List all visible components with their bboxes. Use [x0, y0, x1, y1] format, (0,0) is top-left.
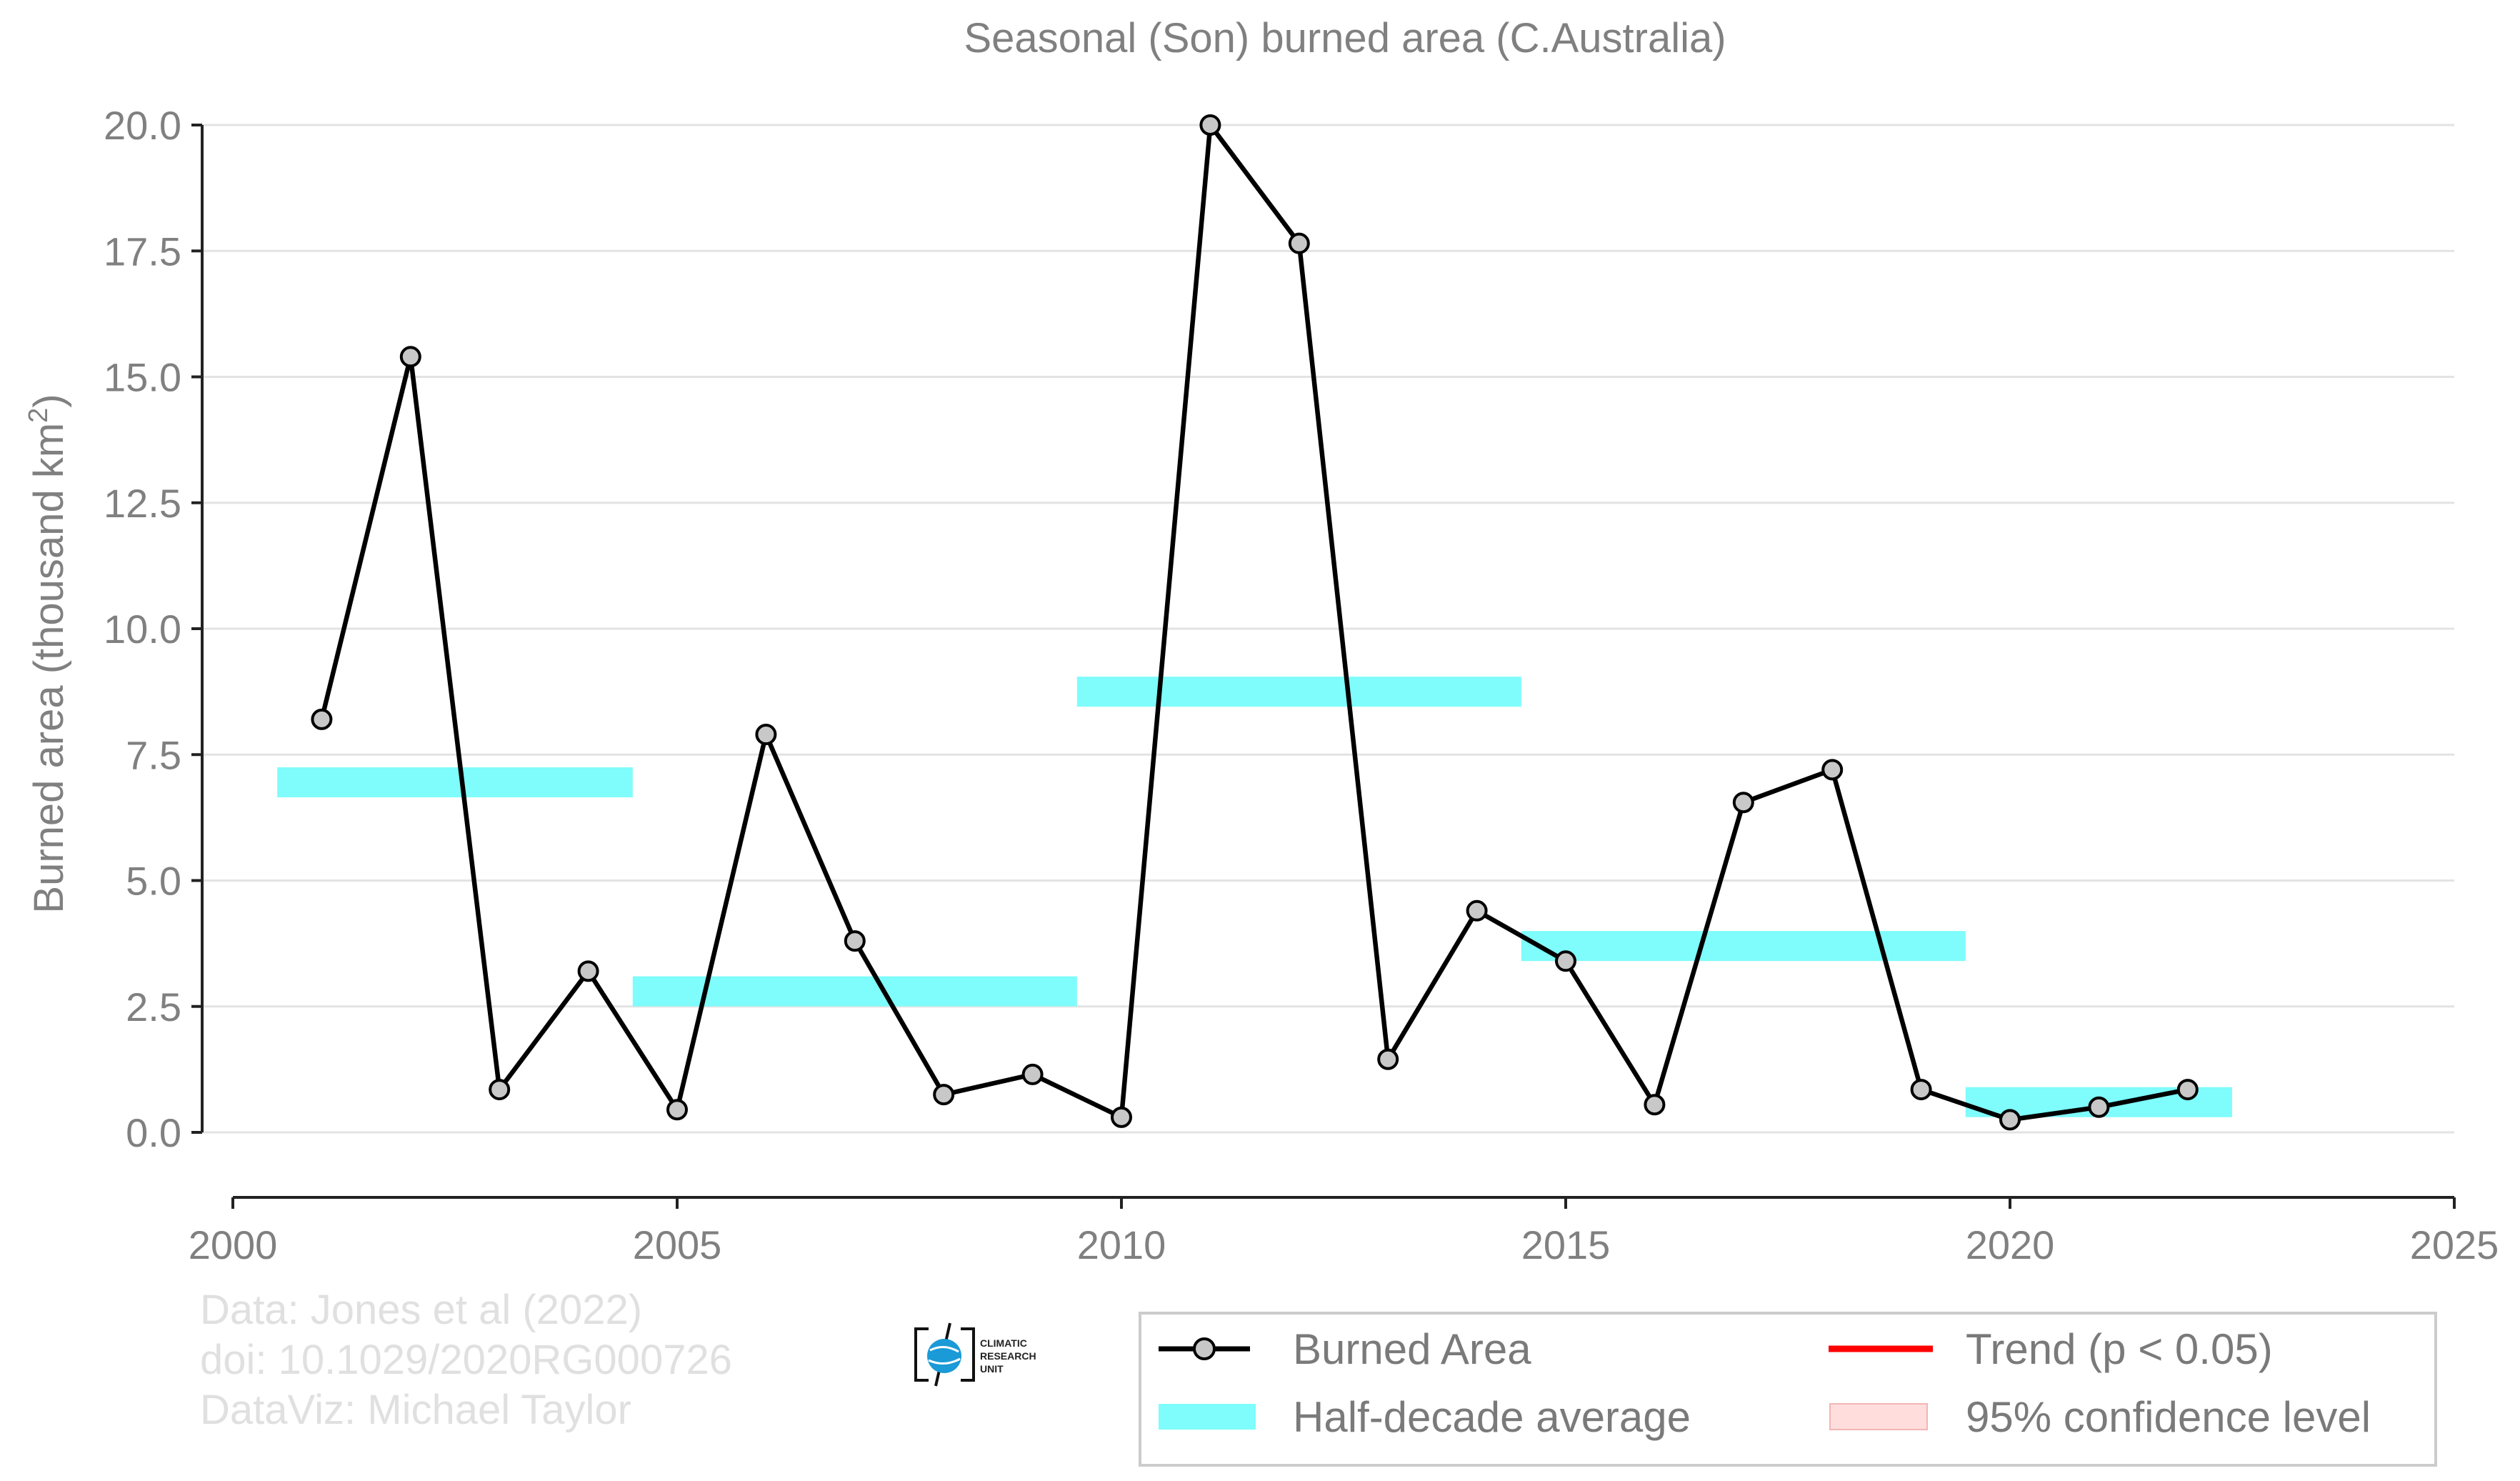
y-tick-label: 10.0 — [104, 607, 181, 652]
data-point — [1288, 232, 1310, 254]
data-point — [1555, 950, 1576, 972]
cru-logo: CLIMATIC RESEARCH UNIT — [914, 1322, 1036, 1387]
legend-half-decade-label: Half-decade average — [1293, 1393, 1691, 1441]
y-axis-label-superscript: 2 — [24, 408, 54, 423]
y-axis-label-close: ) — [26, 394, 72, 407]
x-tick-label: 2020 — [1966, 1222, 2055, 1267]
y-tick-label: 17.5 — [104, 229, 181, 274]
legend: Burned Area Trend (p < 0.05) Half-decade… — [1139, 1312, 2437, 1467]
data-point — [1644, 1094, 1666, 1116]
x-tick-labels: 2000 2005 2010 2015 2020 2025 — [189, 1197, 2499, 1267]
y-tick-label: 7.5 — [126, 732, 181, 777]
data-point — [489, 1079, 511, 1101]
gridlines — [202, 124, 2454, 1134]
y-axis-label-main: Burned area (thousand km — [26, 423, 72, 914]
data-point — [844, 930, 866, 952]
legend-trend-label: Trend (p < 0.05) — [1966, 1325, 2273, 1373]
legend-burned-area-marker — [1193, 1337, 1216, 1360]
x-tick-label: 2005 — [633, 1222, 722, 1267]
y-tick-label: 20.0 — [104, 103, 181, 148]
y-tick-label: 2.5 — [126, 984, 181, 1029]
y-axis-label: Burned area (thousand km2) — [24, 394, 72, 913]
data-point — [1999, 1109, 2021, 1131]
data-point — [577, 960, 599, 982]
x-tick-label: 2000 — [189, 1222, 278, 1267]
y-tick-label: 5.0 — [126, 859, 181, 904]
y-tick-label: 12.5 — [104, 481, 181, 526]
burned-area-series — [311, 114, 2199, 1131]
data-point — [1377, 1048, 1399, 1070]
logo-line-2: RESEARCH — [980, 1350, 1036, 1362]
data-point — [311, 708, 333, 730]
data-point — [399, 346, 421, 368]
credit-doi: doi: 10.1029/2020RG000726 — [200, 1337, 732, 1383]
logo-globe-detail-icon — [928, 1346, 961, 1365]
logo-line-3: UNIT — [980, 1363, 1004, 1375]
data-point — [755, 724, 777, 746]
y-tick-label: 15.0 — [104, 355, 181, 400]
legend-half-decade-patch — [1159, 1404, 1256, 1430]
burned-area-line — [319, 122, 2189, 1122]
legend-box — [1139, 1312, 2437, 1467]
credit-data: Data: Jones et al (2022) — [200, 1287, 642, 1333]
data-point — [666, 1099, 688, 1121]
legend-confidence-patch — [1829, 1403, 1928, 1430]
data-point — [1821, 759, 1844, 781]
logo-line-1: CLIMATIC — [980, 1337, 1027, 1349]
y-tick-labels: 0.0 2.5 5.0 7.5 10.0 12.5 15.0 17.5 20.0 — [104, 103, 202, 1155]
legend-burned-area-label: Burned Area — [1293, 1325, 1531, 1373]
data-point — [1466, 899, 1488, 922]
data-point — [2176, 1079, 2199, 1101]
data-point — [1111, 1106, 1132, 1128]
logo-globe-icon — [927, 1339, 961, 1373]
data-point — [1732, 792, 1754, 814]
credits: Data: Jones et al (2022) doi: 10.1029/20… — [200, 1287, 732, 1433]
data-point — [933, 1084, 955, 1106]
half-decade-bars — [277, 677, 2232, 1117]
data-point — [2088, 1096, 2110, 1118]
data-point — [1021, 1063, 1044, 1085]
y-tick-label: 0.0 — [126, 1110, 181, 1155]
x-tick-label: 2015 — [1521, 1222, 1611, 1267]
data-point — [1910, 1079, 1932, 1101]
half-decade-bar — [632, 976, 1077, 1007]
half-decade-bar — [1521, 931, 1966, 962]
chart-title: Seasonal (Son) burned area (C.Australia) — [964, 15, 1726, 61]
half-decade-bar — [277, 767, 633, 798]
x-tick-label: 2010 — [1077, 1222, 1166, 1267]
half-decade-bar — [1076, 677, 1521, 707]
credit-dataviz: DataViz: Michael Taylor — [200, 1387, 631, 1433]
legend-confidence-label: 95% confidence level — [1966, 1393, 2371, 1441]
data-point — [1199, 114, 1221, 136]
x-tick-label: 2025 — [2410, 1222, 2499, 1267]
